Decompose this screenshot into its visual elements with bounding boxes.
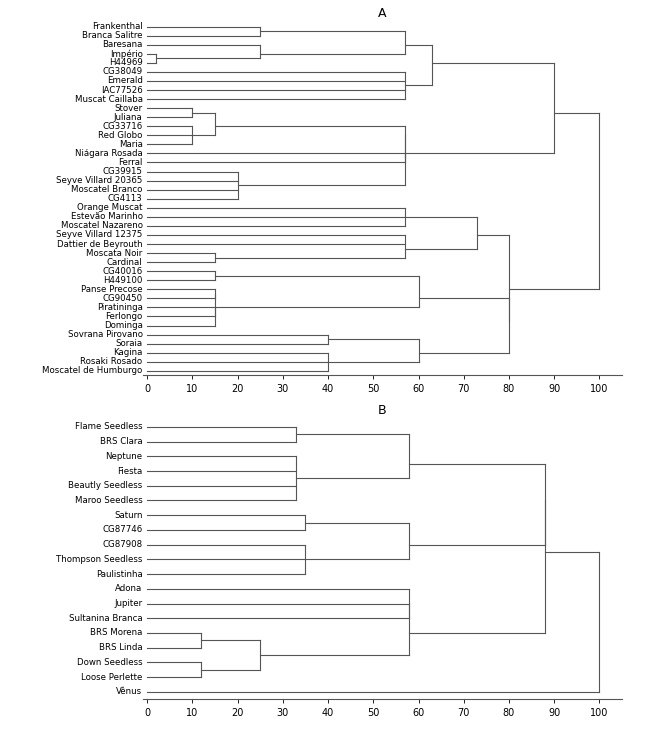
Text: Moscatel de Humburgo: Moscatel de Humburgo	[42, 367, 143, 375]
Text: Orange Muscat: Orange Muscat	[77, 203, 143, 212]
Text: BRS Clara: BRS Clara	[100, 437, 143, 446]
Text: IAC77526: IAC77526	[101, 85, 143, 94]
Text: CG87908: CG87908	[102, 540, 143, 549]
Text: Estevão Marinho: Estevão Marinho	[71, 213, 143, 222]
Text: Seyve Villard 12375: Seyve Villard 12375	[56, 230, 143, 239]
Text: Branca Salitre: Branca Salitre	[82, 31, 143, 40]
Text: Stover: Stover	[115, 104, 143, 113]
Text: Kagina: Kagina	[113, 348, 143, 357]
Text: Maroo Seedless: Maroo Seedless	[75, 496, 143, 505]
Text: Juliana: Juliana	[114, 113, 143, 121]
Text: Ferlongo: Ferlongo	[106, 312, 143, 321]
Title: A: A	[378, 7, 387, 20]
Text: H44969: H44969	[109, 58, 143, 67]
Text: Moscatel Nazareno: Moscatel Nazareno	[60, 222, 143, 230]
Text: CG90450: CG90450	[102, 294, 143, 302]
Text: Loose Perlette: Loose Perlette	[81, 673, 143, 682]
Text: Paulistinha: Paulistinha	[96, 570, 143, 578]
Text: Ferral: Ferral	[118, 158, 143, 167]
Text: Moscata Noir: Moscata Noir	[86, 249, 143, 258]
Text: Sovrana Pirovano: Sovrana Pirovano	[67, 330, 143, 339]
Text: Vênus: Vênus	[117, 687, 143, 696]
Text: Frankenthal: Frankenthal	[92, 22, 143, 31]
Text: Moscatel Branco: Moscatel Branco	[71, 185, 143, 194]
Text: Dominga: Dominga	[104, 321, 143, 330]
Text: CG87746: CG87746	[102, 526, 143, 534]
Text: BRS Morena: BRS Morena	[90, 629, 143, 637]
Text: Neptune: Neptune	[106, 452, 143, 461]
Text: Soraia: Soraia	[115, 339, 143, 348]
Text: Panse Precose: Panse Precose	[81, 285, 143, 294]
Text: Seyve Villard 20365: Seyve Villard 20365	[56, 176, 143, 185]
Text: BRS Linda: BRS Linda	[99, 643, 143, 652]
Text: Flame Seedless: Flame Seedless	[75, 422, 143, 431]
Text: Beautly Seedless: Beautly Seedless	[68, 481, 143, 490]
Text: Emerald: Emerald	[107, 77, 143, 85]
Text: Rosaki Rosado: Rosaki Rosado	[80, 357, 143, 367]
Text: Red Globo: Red Globo	[98, 131, 143, 140]
Text: CG40016: CG40016	[102, 266, 143, 276]
Text: Dattier de Beyrouth: Dattier de Beyrouth	[57, 239, 143, 249]
Text: Thompson Seedless: Thompson Seedless	[56, 555, 143, 564]
Text: CG33716: CG33716	[102, 121, 143, 131]
Text: Jupiter: Jupiter	[115, 599, 143, 608]
Text: Império: Império	[110, 49, 143, 59]
Text: Niágara Rosada: Niágara Rosada	[75, 149, 143, 158]
Text: Fiesta: Fiesta	[117, 467, 143, 475]
Title: B: B	[378, 404, 387, 417]
Text: Baresana: Baresana	[102, 40, 143, 49]
Text: Saturn: Saturn	[114, 511, 143, 520]
Text: Maria: Maria	[119, 140, 143, 149]
Text: CG4113: CG4113	[108, 194, 143, 203]
Text: Muscat Caillaba: Muscat Caillaba	[75, 95, 143, 104]
Text: H449100: H449100	[103, 276, 143, 285]
Text: Piratininga: Piratininga	[97, 303, 143, 312]
Text: Cardinal: Cardinal	[107, 258, 143, 266]
Text: CG38049: CG38049	[102, 68, 143, 77]
Text: CG39915: CG39915	[102, 167, 143, 176]
Text: Down Seedless: Down Seedless	[77, 658, 143, 667]
Text: Adona: Adona	[115, 584, 143, 593]
Text: Sultanina Branca: Sultanina Branca	[69, 614, 143, 623]
